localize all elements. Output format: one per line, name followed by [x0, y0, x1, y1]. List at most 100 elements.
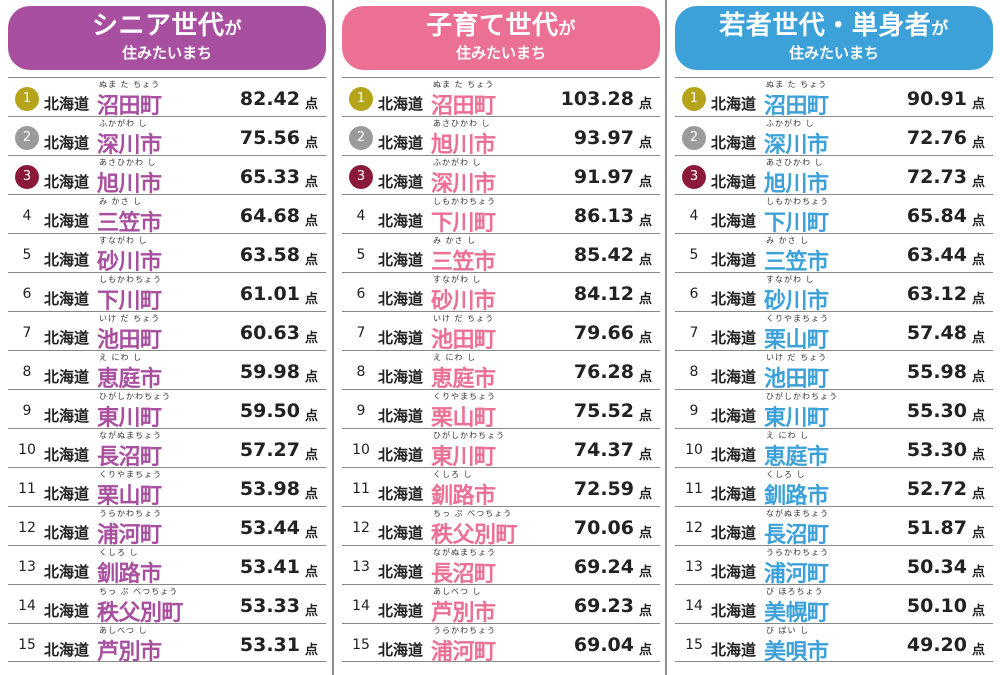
rank-number: 5 [356, 247, 366, 263]
town-furigana: あさひかわ し [433, 119, 491, 128]
town-furigana: くしろ し [99, 548, 139, 557]
town-furigana: ぬま た ちょう [433, 80, 495, 89]
score-value: 53.33 [239, 595, 300, 617]
prefecture-label: 北海道 [711, 485, 757, 503]
score-unit: 点 [971, 253, 985, 268]
score-value: 55.98 [906, 361, 967, 383]
rank-number: 6 [356, 286, 366, 302]
ranking-column-childrearing: 子育て世代が 住みたいまち 1 北海道 ぬま た ちょう 沼田町 103.28 点 2 北海道… [342, 0, 660, 675]
town-furigana: び ほろちょう [766, 587, 824, 596]
ranking-rows: 1 北海道 ぬま た ちょう 沼田町 82.42 点 2 北海道 ふかがわ し深川市 75.56 点… [8, 77, 326, 665]
rank-number: 4 [22, 208, 32, 224]
town-name: 下川町 [97, 289, 162, 314]
rank-number: 13 [18, 559, 36, 575]
score-value: 72.76 [906, 127, 967, 149]
column-title-suffix: が [931, 19, 949, 39]
score-unit: 点 [304, 331, 318, 346]
score-unit: 点 [638, 604, 652, 619]
prefecture-label: 北海道 [711, 251, 757, 269]
ranking-row: 13 北海道 くしろ し釧路市 53.41 点 [8, 545, 326, 587]
rank-number: 12 [352, 520, 370, 536]
prefecture-label: 北海道 [44, 524, 90, 542]
town-furigana: ひがしかわちょう [433, 431, 505, 440]
town-furigana: ふかがわ し [99, 119, 148, 128]
prefecture-label: 北海道 [44, 290, 90, 308]
town-name: 砂川市 [97, 250, 162, 275]
score-unit: 点 [638, 253, 652, 268]
ranking-row: 5 北海道み かさ し三笠市 85.42 点 [342, 233, 660, 275]
rank-number: 6 [22, 286, 32, 302]
ranking-row: 3 北海道 あさひかわ し旭川市 72.73 点 [675, 155, 993, 197]
rank-number: 14 [352, 598, 370, 614]
town-name: 美幌町 [764, 601, 829, 626]
town-name: 栗山町 [764, 328, 829, 353]
ranking-row: 5 北海道み かさ し三笠市 63.44 点 [675, 233, 993, 275]
rank-number: 13 [685, 559, 703, 575]
rank-number: 9 [22, 403, 32, 419]
prefecture-label: 北海道 [44, 95, 90, 113]
ranking-row: 8 北海道 いけ だ ちょう 池田町 55.98 点 [675, 350, 993, 392]
town-name: 長沼町 [764, 523, 829, 548]
ranking-row: 8 北海道え にわ し恵庭市 59.98 点 [8, 350, 326, 392]
town-name: 釧路市 [431, 484, 496, 509]
rank-number: 13 [352, 559, 370, 575]
score-unit: 点 [638, 175, 652, 190]
prefecture-label: 北海道 [378, 485, 424, 503]
ranking-row: 5 北海道 すながわ し砂川市 63.58 点 [8, 233, 326, 275]
town-furigana: み かさ し [766, 236, 810, 245]
rank-medal-badge: 1 [15, 87, 39, 111]
score-unit: 点 [638, 409, 652, 424]
score-value: 53.31 [239, 634, 300, 656]
town-furigana: いけ だ ちょう [99, 314, 161, 323]
rank-number: 11 [18, 481, 36, 497]
rank-medal-badge: 3 [15, 165, 39, 189]
rank-number: 4 [689, 208, 699, 224]
ranking-row: 6 北海道 すながわ し砂川市 84.12 点 [342, 272, 660, 314]
score-value: 72.59 [573, 478, 634, 500]
town-name: 恵庭市 [97, 367, 162, 392]
ranking-row: 12 北海道 ちっ ぷ べつちょう 秩父別町 70.06 点 [342, 506, 660, 548]
score-value: 74.37 [573, 439, 634, 461]
ranking-row: 7 北海道 くりやまちょう 栗山町 57.48 点 [675, 311, 993, 353]
rank-number: 7 [356, 325, 366, 341]
score-value: 49.20 [906, 634, 967, 656]
town-name: 深川市 [764, 133, 829, 158]
score-value: 53.30 [906, 439, 967, 461]
ranking-row: 2 北海道 ふかがわ し深川市 75.56 点 [8, 116, 326, 158]
ranking-row: 14 北海道 ちっ ぷ べつちょう 秩父別町 53.33 点 [8, 584, 326, 626]
town-name: 三笠市 [97, 211, 162, 236]
town-name: 釧路市 [764, 484, 829, 509]
prefecture-label: 北海道 [44, 641, 90, 659]
prefecture-label: 北海道 [44, 602, 90, 620]
prefecture-label: 北海道 [711, 368, 757, 386]
town-furigana: くしろ し [766, 470, 806, 479]
town-name: 沼田町 [97, 94, 162, 119]
town-name: 池田町 [764, 367, 829, 392]
score-unit: 点 [638, 331, 652, 346]
ranking-row: 15 北海道 あしべつ し芦別市 53.31 点 [8, 623, 326, 665]
score-unit: 点 [971, 526, 985, 541]
score-value: 70.06 [573, 517, 634, 539]
town-name: 池田町 [431, 328, 496, 353]
score-value: 90.91 [906, 88, 967, 110]
prefecture-label: 北海道 [711, 329, 757, 347]
score-unit: 点 [304, 175, 318, 190]
score-unit: 点 [638, 370, 652, 385]
prefecture-label: 北海道 [44, 368, 90, 386]
town-name: 美唄市 [764, 640, 829, 665]
score-unit: 点 [971, 292, 985, 307]
column-title-text: 若者世代・単身者 [719, 11, 932, 41]
ranking-row: 1 北海道 ぬま た ちょう 沼田町 90.91 点 [675, 77, 993, 119]
prefecture-label: 北海道 [378, 290, 424, 308]
prefecture-label: 北海道 [44, 134, 90, 152]
score-unit: 点 [971, 331, 985, 346]
score-value: 91.97 [573, 166, 634, 188]
score-value: 63.44 [906, 244, 967, 266]
ranking-row: 4 北海道み かさ し三笠市 64.68 点 [8, 194, 326, 236]
score-value: 50.10 [906, 595, 967, 617]
rank-number: 5 [22, 247, 32, 263]
town-furigana: くりやまちょう [766, 314, 829, 323]
rank-number: 10 [18, 442, 36, 458]
town-name: 秩父別町 [431, 523, 518, 548]
prefecture-label: 北海道 [378, 563, 424, 581]
